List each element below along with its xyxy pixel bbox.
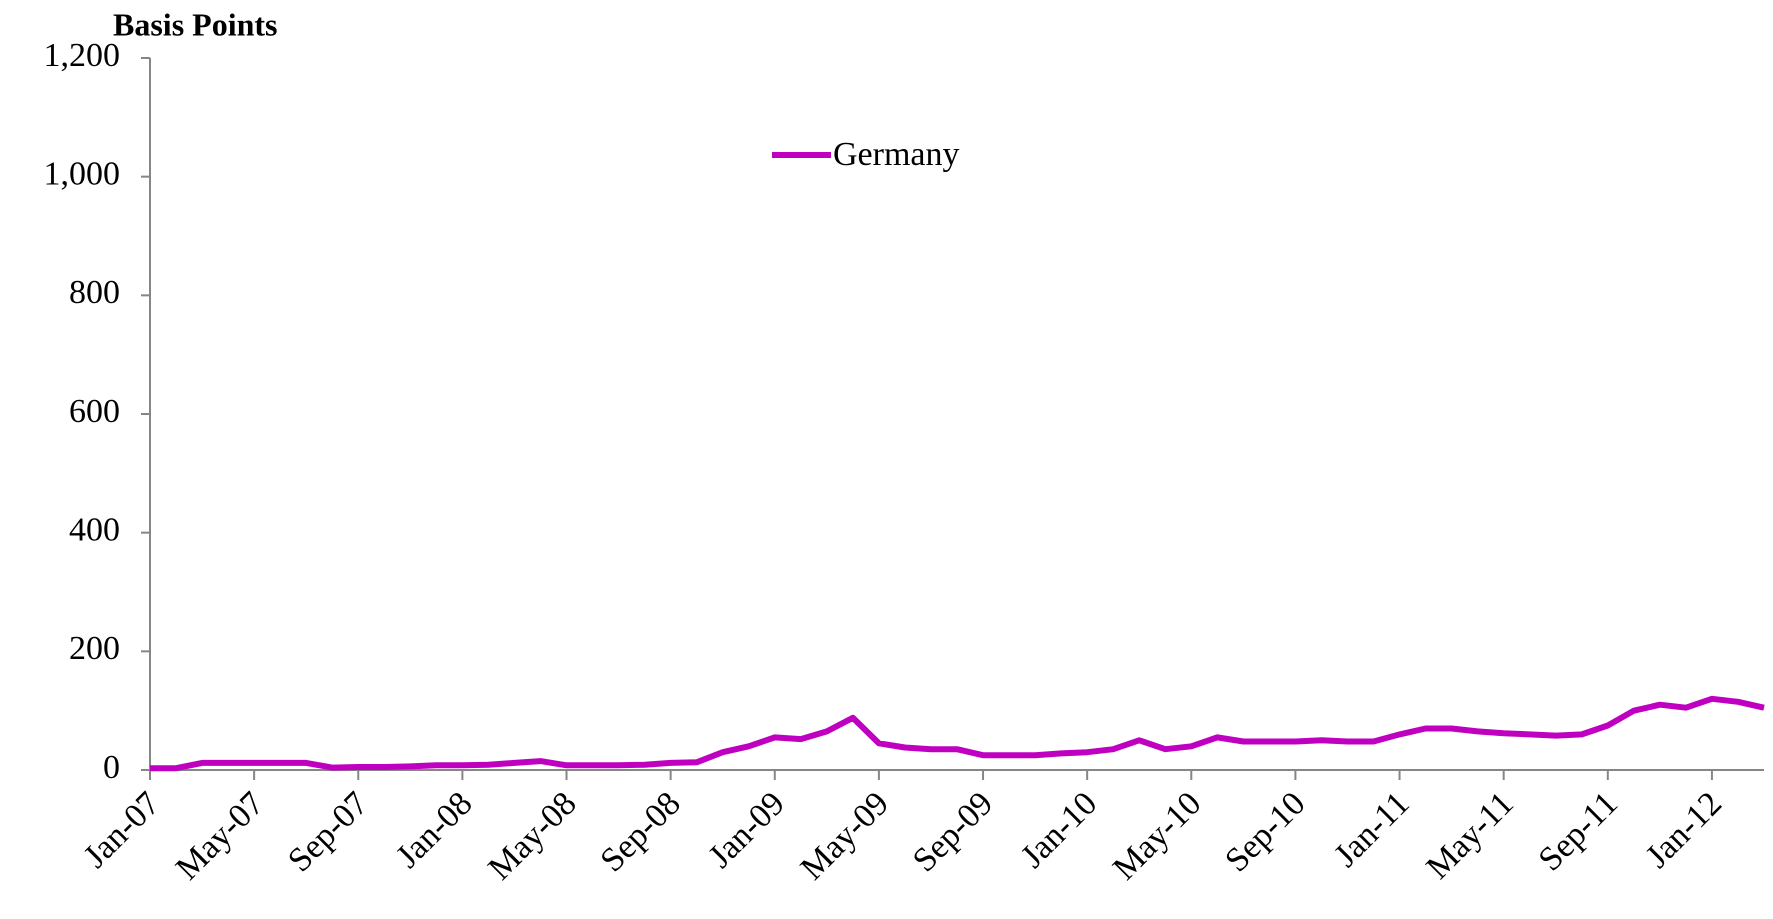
x-tick-label: Jan-10: [1014, 785, 1104, 875]
y-tick-label: 400: [69, 511, 120, 548]
legend-label: Germany: [833, 136, 960, 173]
chart-title: Basis Points: [113, 6, 277, 42]
x-tick-label: May-08: [481, 785, 583, 887]
x-tick-label: Jan-12: [1639, 785, 1729, 875]
y-tick-label: 1,200: [44, 37, 121, 74]
x-tick-label: Sep-11: [1532, 785, 1625, 878]
x-tick-label: May-11: [1419, 785, 1520, 886]
x-tick-label: May-09: [794, 785, 896, 887]
y-tick-label: 1,000: [44, 155, 121, 192]
series-line: [150, 695, 1765, 772]
x-tick-label: Jan-07: [77, 785, 167, 875]
x-tick-label: Jan-11: [1327, 785, 1416, 874]
y-tick-label: 600: [69, 393, 120, 430]
y-tick-label: 800: [69, 274, 120, 311]
x-tick-label: Jan-08: [389, 785, 479, 875]
y-tick-label: 200: [69, 630, 120, 667]
y-tick-label: 0: [103, 749, 120, 786]
x-tick-label: Sep-10: [1218, 785, 1312, 879]
x-tick-label: Sep-09: [906, 785, 1000, 879]
x-tick-label: Sep-07: [281, 785, 375, 879]
x-tick-label: May-10: [1106, 785, 1208, 887]
x-tick-label: May-07: [169, 785, 271, 887]
x-tick-label: Jan-09: [702, 785, 792, 875]
x-tick-label: Sep-08: [594, 785, 688, 879]
